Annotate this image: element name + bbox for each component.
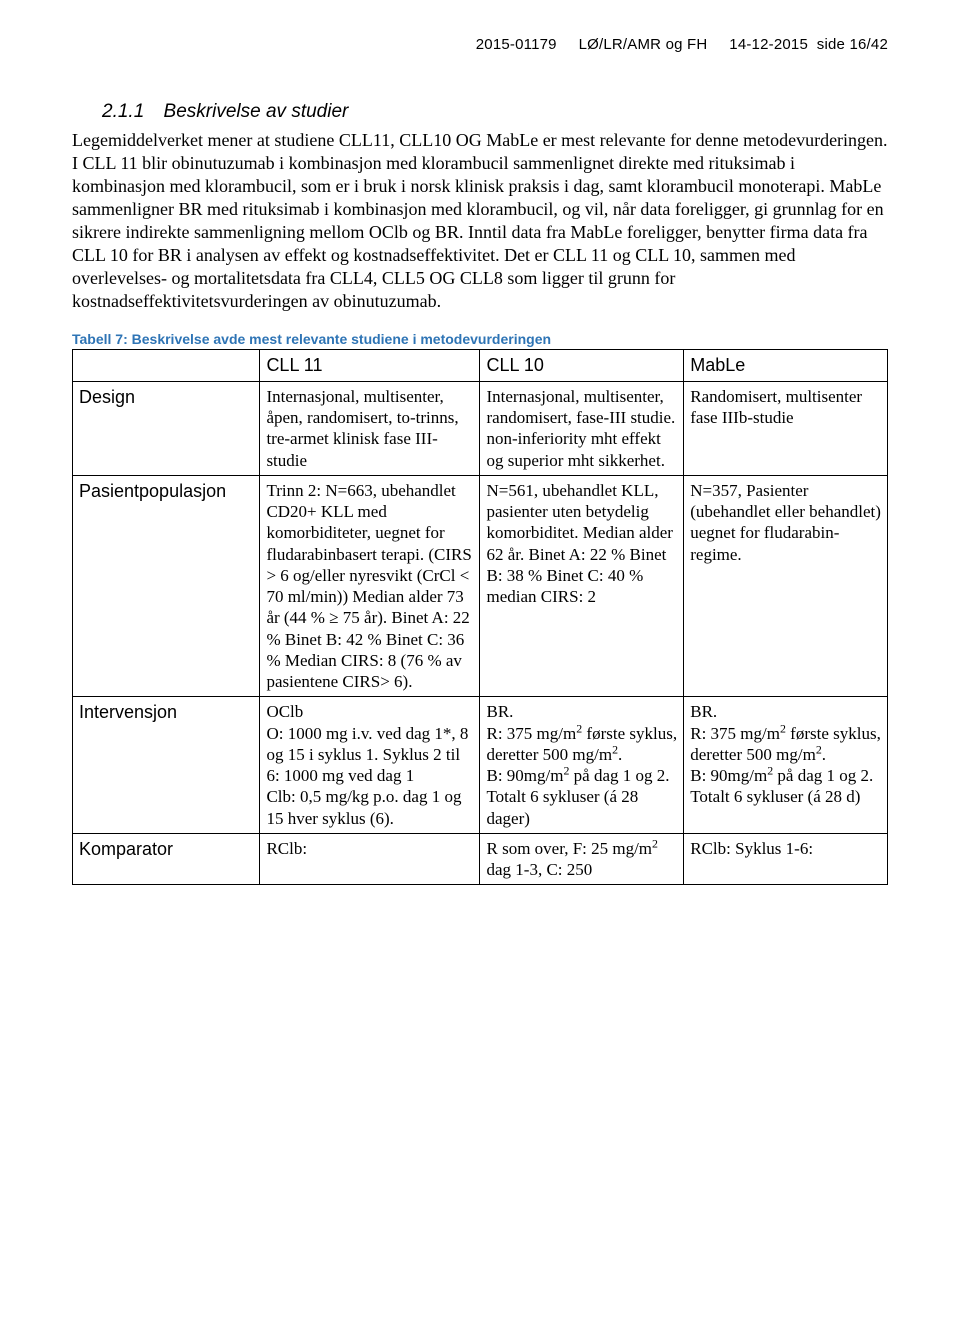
- table-caption: Tabell 7: Beskrivelse avde mest relevant…: [72, 331, 888, 347]
- table-col-cll10: CLL 10: [480, 350, 684, 382]
- row-label-design: Design: [73, 381, 260, 475]
- cell-population-mable: N=357, Pasienter (ubehandlet eller behan…: [684, 475, 888, 697]
- table-row: Intervensjon OClbO: 1000 mg i.v. ved dag…: [73, 697, 888, 834]
- row-label-comparator: Komparator: [73, 833, 260, 885]
- cell-design-cll11: Internasjonal, multisenter, åpen, random…: [260, 381, 480, 475]
- row-label-population: Pasientpopulasjon: [73, 475, 260, 697]
- row-label-intervention: Intervensjon: [73, 697, 260, 834]
- table-col-cll11: CLL 11: [260, 350, 480, 382]
- table-header-row: CLL 11 CLL 10 MabLe: [73, 350, 888, 382]
- cell-intervention-cll11: OClbO: 1000 mg i.v. ved dag 1*, 8 og 15 …: [260, 697, 480, 834]
- cell-design-mable: Randomisert, multisenter fase IIIb-studi…: [684, 381, 888, 475]
- cell-intervention-cll10: BR.R: 375 mg/m2 første syklus, deretter …: [480, 697, 684, 834]
- header-code: LØ/LR/AMR og FH: [579, 36, 708, 53]
- table-row: Komparator RClb: R som over, F: 25 mg/m2…: [73, 833, 888, 885]
- section-title: Beskrivelse av studier: [164, 101, 349, 122]
- study-table: CLL 11 CLL 10 MabLe Design Internasjonal…: [72, 349, 888, 885]
- cell-population-cll11: Trinn 2: N=663, ubehandlet CD20+ KLL med…: [260, 475, 480, 697]
- cell-comparator-mable: RClb: Syklus 1-6:: [684, 833, 888, 885]
- table-row: Pasientpopulasjon Trinn 2: N=663, ubehan…: [73, 475, 888, 697]
- cell-design-cll10: Internasjonal, multisenter, randomisert,…: [480, 381, 684, 475]
- cell-population-cll10: N=561, ubehandlet KLL, pasienter uten be…: [480, 475, 684, 697]
- cell-intervention-mable: BR.R: 375 mg/m2 første syklus, deretter …: [684, 697, 888, 834]
- page-header: 2015-01179 LØ/LR/AMR og FH 14-12-2015 si…: [72, 36, 888, 53]
- header-case-no: 2015-01179: [476, 36, 557, 53]
- cell-comparator-cll10: R som over, F: 25 mg/m2 dag 1-3, C: 250: [480, 833, 684, 885]
- cell-comparator-cll11: RClb:: [260, 833, 480, 885]
- page: 2015-01179 LØ/LR/AMR og FH 14-12-2015 si…: [0, 0, 960, 1332]
- body-paragraph: Legemiddelverket mener at studiene CLL11…: [72, 129, 888, 313]
- table-row: Design Internasjonal, multisenter, åpen,…: [73, 381, 888, 475]
- header-page: side 16/42: [817, 36, 888, 53]
- section-number: 2.1.1: [102, 101, 144, 122]
- table-col-mable: MabLe: [684, 350, 888, 382]
- table-col-blank: [73, 350, 260, 382]
- header-date: 14-12-2015: [729, 36, 808, 53]
- section-heading: 2.1.1 Beskrivelse av studier: [102, 101, 888, 123]
